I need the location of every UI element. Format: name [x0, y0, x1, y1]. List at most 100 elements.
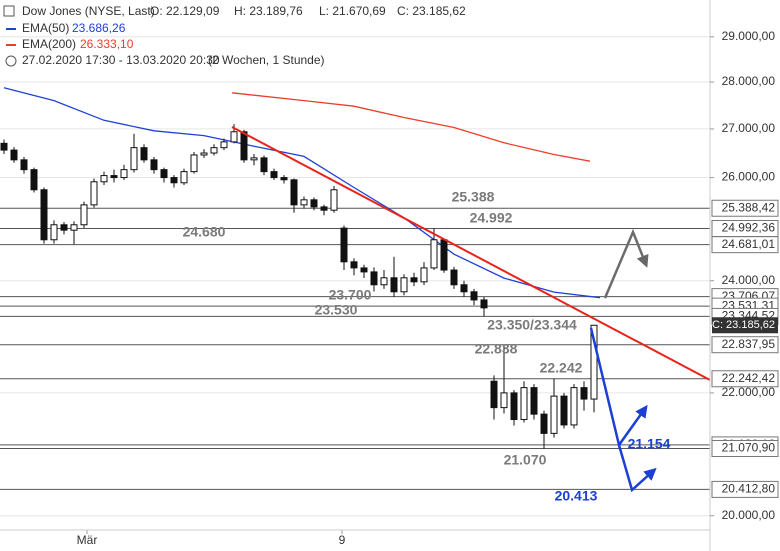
- candle-body: [100, 175, 108, 183]
- level-box: [711, 199, 779, 217]
- level-label: 24.992,36: [722, 221, 776, 235]
- candle-body: [420, 267, 428, 283]
- forecast-arrow: [617, 444, 657, 493]
- candle-body: [0, 142, 8, 151]
- candle-body: [590, 324, 598, 400]
- x-tick-label: 9: [339, 533, 346, 547]
- candle-body: [530, 387, 538, 415]
- candle-body: [190, 154, 198, 173]
- legend-title: Dow Jones (NYSE, Last): [22, 4, 155, 18]
- ohlc-label: L: 21.670,69: [319, 4, 386, 18]
- candle-body: [370, 271, 378, 286]
- candle-body: [160, 169, 168, 179]
- legend-name: EMA(200): [22, 37, 76, 51]
- level-label: 22.837,95: [722, 337, 776, 351]
- candle-body: [200, 152, 208, 156]
- candle-body: [410, 277, 418, 283]
- annotation: 22.838: [475, 341, 518, 357]
- annotation: 21.070: [504, 452, 547, 468]
- ema-line: [3, 87, 601, 299]
- annotation: 21.154: [628, 436, 671, 452]
- legend: Dow Jones (NYSE, Last) O: 22.129,09 H: 2…: [3, 4, 466, 67]
- candle-body: [210, 147, 218, 154]
- candle-body: [90, 181, 98, 206]
- interval: (2 Wochen, 1 Stunde): [208, 53, 325, 67]
- candle-body: [460, 284, 468, 293]
- y-tick-label: 29.000,00: [722, 29, 776, 43]
- y-tick-label: 27.000,00: [722, 121, 776, 135]
- candle-body: [550, 395, 558, 434]
- annotation: 24.992: [470, 210, 513, 226]
- candle-body: [140, 147, 148, 161]
- y-tick-label: 28.000,00: [722, 74, 776, 88]
- annotation: 23.350/23.344: [487, 317, 577, 333]
- axis-panel: [710, 0, 780, 551]
- candle-body: [240, 131, 248, 161]
- y-tick-label: 26.000,00: [722, 170, 776, 184]
- annotation: 22.242: [540, 360, 583, 376]
- period: 27.02.2020 17:30 - 13.03.2020 20:30: [22, 53, 220, 67]
- candle-body: [560, 395, 568, 426]
- annotation: 20.413: [555, 488, 598, 504]
- candle-body: [280, 177, 288, 181]
- candle-body: [430, 239, 438, 269]
- candle-body: [570, 387, 578, 426]
- trend-line: [231, 126, 711, 381]
- candle-body: [70, 224, 78, 231]
- level-label: 20.412,80: [722, 482, 776, 496]
- candle-body: [220, 141, 228, 149]
- candle-body: [40, 189, 48, 241]
- candle-body: [50, 224, 58, 241]
- candle-body: [340, 227, 348, 263]
- candle-body: [300, 199, 308, 206]
- last-price-box: [712, 317, 778, 334]
- annotation: 24.680: [183, 224, 226, 240]
- y-tick-label: 24.000,00: [722, 273, 776, 287]
- annotation: 23.700: [329, 287, 372, 303]
- candle-body: [110, 175, 118, 179]
- candle-body: [10, 149, 18, 161]
- candle-body: [20, 159, 28, 171]
- candle-body: [510, 392, 518, 421]
- legend-value: 26.333,10: [80, 37, 134, 51]
- candle-body: [400, 277, 408, 293]
- candle-body: [390, 277, 398, 293]
- candle-body: [450, 269, 458, 286]
- ema-line: [231, 92, 591, 162]
- level-label: 22.242,42: [722, 371, 776, 385]
- candle-body: [170, 177, 178, 184]
- candle-body: [130, 147, 138, 171]
- annotation: 23.530: [315, 302, 358, 318]
- level-box: [711, 440, 779, 458]
- legend-name: EMA(50): [22, 21, 69, 35]
- candle-body: [120, 169, 128, 179]
- candle-body: [80, 204, 88, 226]
- candle-body: [270, 171, 278, 179]
- candle-body: [540, 413, 548, 434]
- candle-body: [150, 159, 158, 171]
- candle-body: [580, 387, 588, 400]
- legend-value: 23.686,26: [72, 21, 126, 35]
- ohlc-label: O: 22.129,09: [150, 4, 220, 18]
- candle-body: [330, 189, 338, 211]
- candle-body: [440, 239, 448, 271]
- candle-body: [380, 277, 388, 286]
- candle-body: [310, 199, 318, 208]
- level-label: 25.388,42: [722, 200, 776, 214]
- candle-body: [290, 179, 298, 206]
- level-box: [711, 236, 779, 254]
- level-box: [711, 480, 779, 498]
- candle-body: [350, 261, 358, 269]
- candle-body: [320, 206, 328, 211]
- level-box: [711, 370, 779, 388]
- candle-body: [30, 169, 38, 191]
- y-tick-label: 20.000,00: [722, 508, 776, 522]
- y-tick-label: 22.000,00: [722, 385, 776, 399]
- annotation: 25.388: [452, 189, 495, 205]
- candle-body: [230, 131, 238, 143]
- level-box: [711, 336, 779, 354]
- candle-body: [520, 387, 528, 421]
- level-label: 24.681,01: [722, 237, 776, 251]
